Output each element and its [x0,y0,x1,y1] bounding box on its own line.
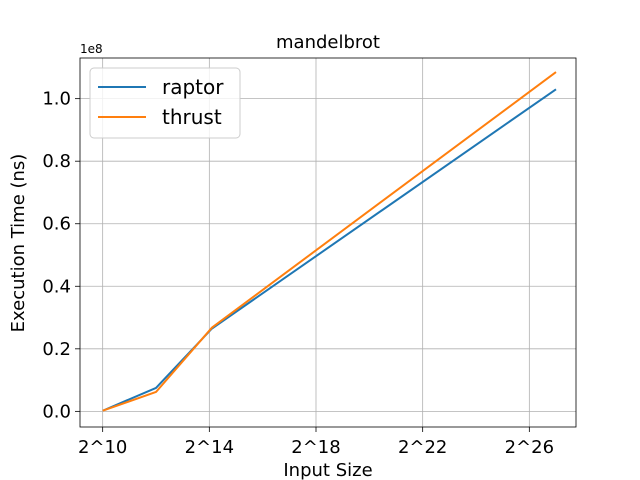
x-tick-label: 2^14 [185,437,234,458]
chart-title: mandelbrot [276,32,380,53]
series-line-raptor [102,88,557,412]
series-line-thrust [102,71,557,412]
plot-frame [79,57,577,428]
y-offset-label: 1e8 [80,42,103,56]
x-axis-ticks: 2^10 2^14 2^18 2^22 2^26 [78,427,554,458]
y-tick-label: 0.4 [42,276,71,297]
legend-box [89,67,241,139]
y-axis-ticks: 0.0 0.2 0.4 0.6 0.8 1.0 [42,89,80,422]
x-tick-label: 2^10 [78,437,127,458]
legend: raptor thrust [89,67,241,139]
y-tick-label: 1.0 [42,89,71,110]
y-tick-label: 0.6 [42,214,71,235]
axes-frame [79,57,577,428]
y-axis-label: Execution Time (ns) [8,154,29,333]
y-tick-label: 0.8 [42,151,71,172]
x-tick-label: 2^22 [398,437,447,458]
y-tick-label: 0.0 [42,401,71,422]
x-tick-label: 2^26 [505,437,554,458]
series-lines [102,71,557,412]
y-tick-label: 0.2 [42,339,71,360]
legend-label-thrust: thrust [162,105,222,129]
x-axis-label: Input Size [283,460,372,480]
x-tick-label: 2^18 [291,437,340,458]
legend-label-raptor: raptor [162,75,224,99]
